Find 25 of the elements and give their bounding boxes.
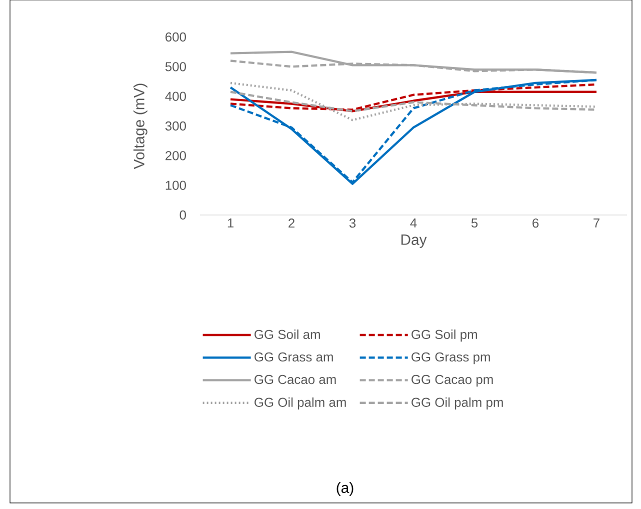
x-tick-label: 3 — [349, 218, 356, 228]
legend-label: GG Cacao am — [254, 374, 336, 384]
x-tick-label: 6 — [532, 218, 539, 228]
x-tick-label: 1 — [228, 218, 234, 228]
y-tick-label: 400 — [165, 92, 186, 101]
x-tick-label: 4 — [410, 218, 417, 228]
legend-label: GG Soil pm — [412, 330, 477, 342]
legend-label: GG Oil palm am — [254, 397, 346, 410]
x-axis-title: Day — [401, 234, 427, 248]
y-axis-title: Voltage (mV) — [133, 84, 148, 170]
y-tick-label: 200 — [166, 151, 186, 160]
y-tick-label: 500 — [165, 62, 186, 72]
x-tick-label: 5 — [471, 218, 478, 228]
y-tick-label: 100 — [166, 180, 186, 190]
legend-label: GG Cacao pm — [412, 374, 493, 387]
legend-label: GG Soil am — [254, 330, 320, 340]
y-tick-label: 300 — [165, 121, 186, 131]
legend-label: GG Grass am — [254, 352, 333, 362]
text: (a) — [336, 482, 354, 496]
x-tick-label: 7 — [594, 218, 600, 228]
y-tick-label: 0 — [180, 210, 186, 220]
legend-label: GG Grass pm — [412, 352, 490, 364]
y-tick-label: 600 — [166, 32, 186, 42]
legend-label: GG Oil palm pm — [412, 397, 503, 410]
x-tick-label: 2 — [288, 218, 294, 228]
